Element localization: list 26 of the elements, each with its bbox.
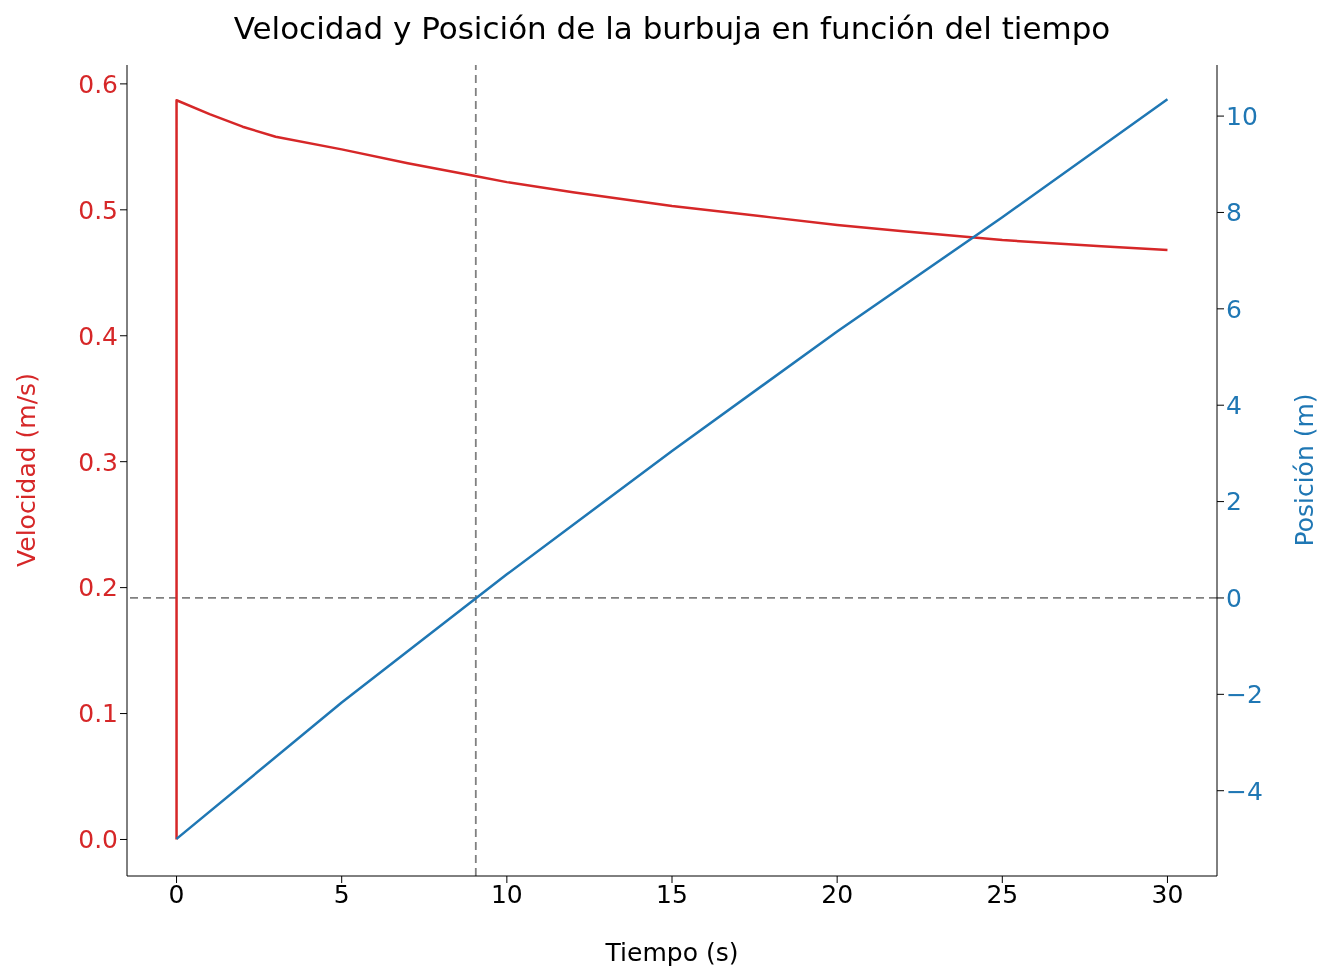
y-tick-label: 0.2 — [78, 573, 118, 603]
y-tick-label: 0.1 — [78, 699, 118, 729]
y2-tick-label: 4 — [1226, 391, 1242, 421]
y-tick-label: 0.0 — [78, 825, 118, 855]
y2-tick-label: 6 — [1226, 294, 1242, 324]
y-tick-label: 0.5 — [78, 195, 118, 225]
x-tick-label: 15 — [656, 879, 688, 909]
x-tick-label: 0 — [168, 879, 185, 909]
y2-tick-label: −4 — [1226, 776, 1263, 806]
x-axis-title: Tiempo (s) — [605, 937, 739, 967]
x-tick-label: 20 — [821, 879, 854, 909]
y-tick-label: 0.3 — [78, 447, 118, 477]
y2-tick-label: −2 — [1226, 680, 1263, 710]
y2-tick-label: 8 — [1226, 198, 1242, 228]
y-axis-title: Velocidad (m/s) — [11, 373, 41, 567]
y2-tick-label: 0 — [1226, 583, 1242, 613]
chart-title: Velocidad y Posición de la burbuja en función del tiempo — [232, 10, 1112, 46]
y-tick-label: 0.6 — [78, 69, 118, 99]
x-tick-label: 10 — [490, 879, 523, 909]
y2-tick-label: 10 — [1226, 101, 1258, 131]
x-tick-label: 5 — [333, 879, 350, 909]
y2-axis-title: Posición (m) — [1289, 393, 1319, 547]
x-tick-label: 30 — [1151, 879, 1184, 909]
y-tick-label: 0.4 — [78, 321, 118, 351]
y2-tick-label: 2 — [1226, 487, 1242, 517]
x-tick-label: 25 — [986, 879, 1019, 909]
